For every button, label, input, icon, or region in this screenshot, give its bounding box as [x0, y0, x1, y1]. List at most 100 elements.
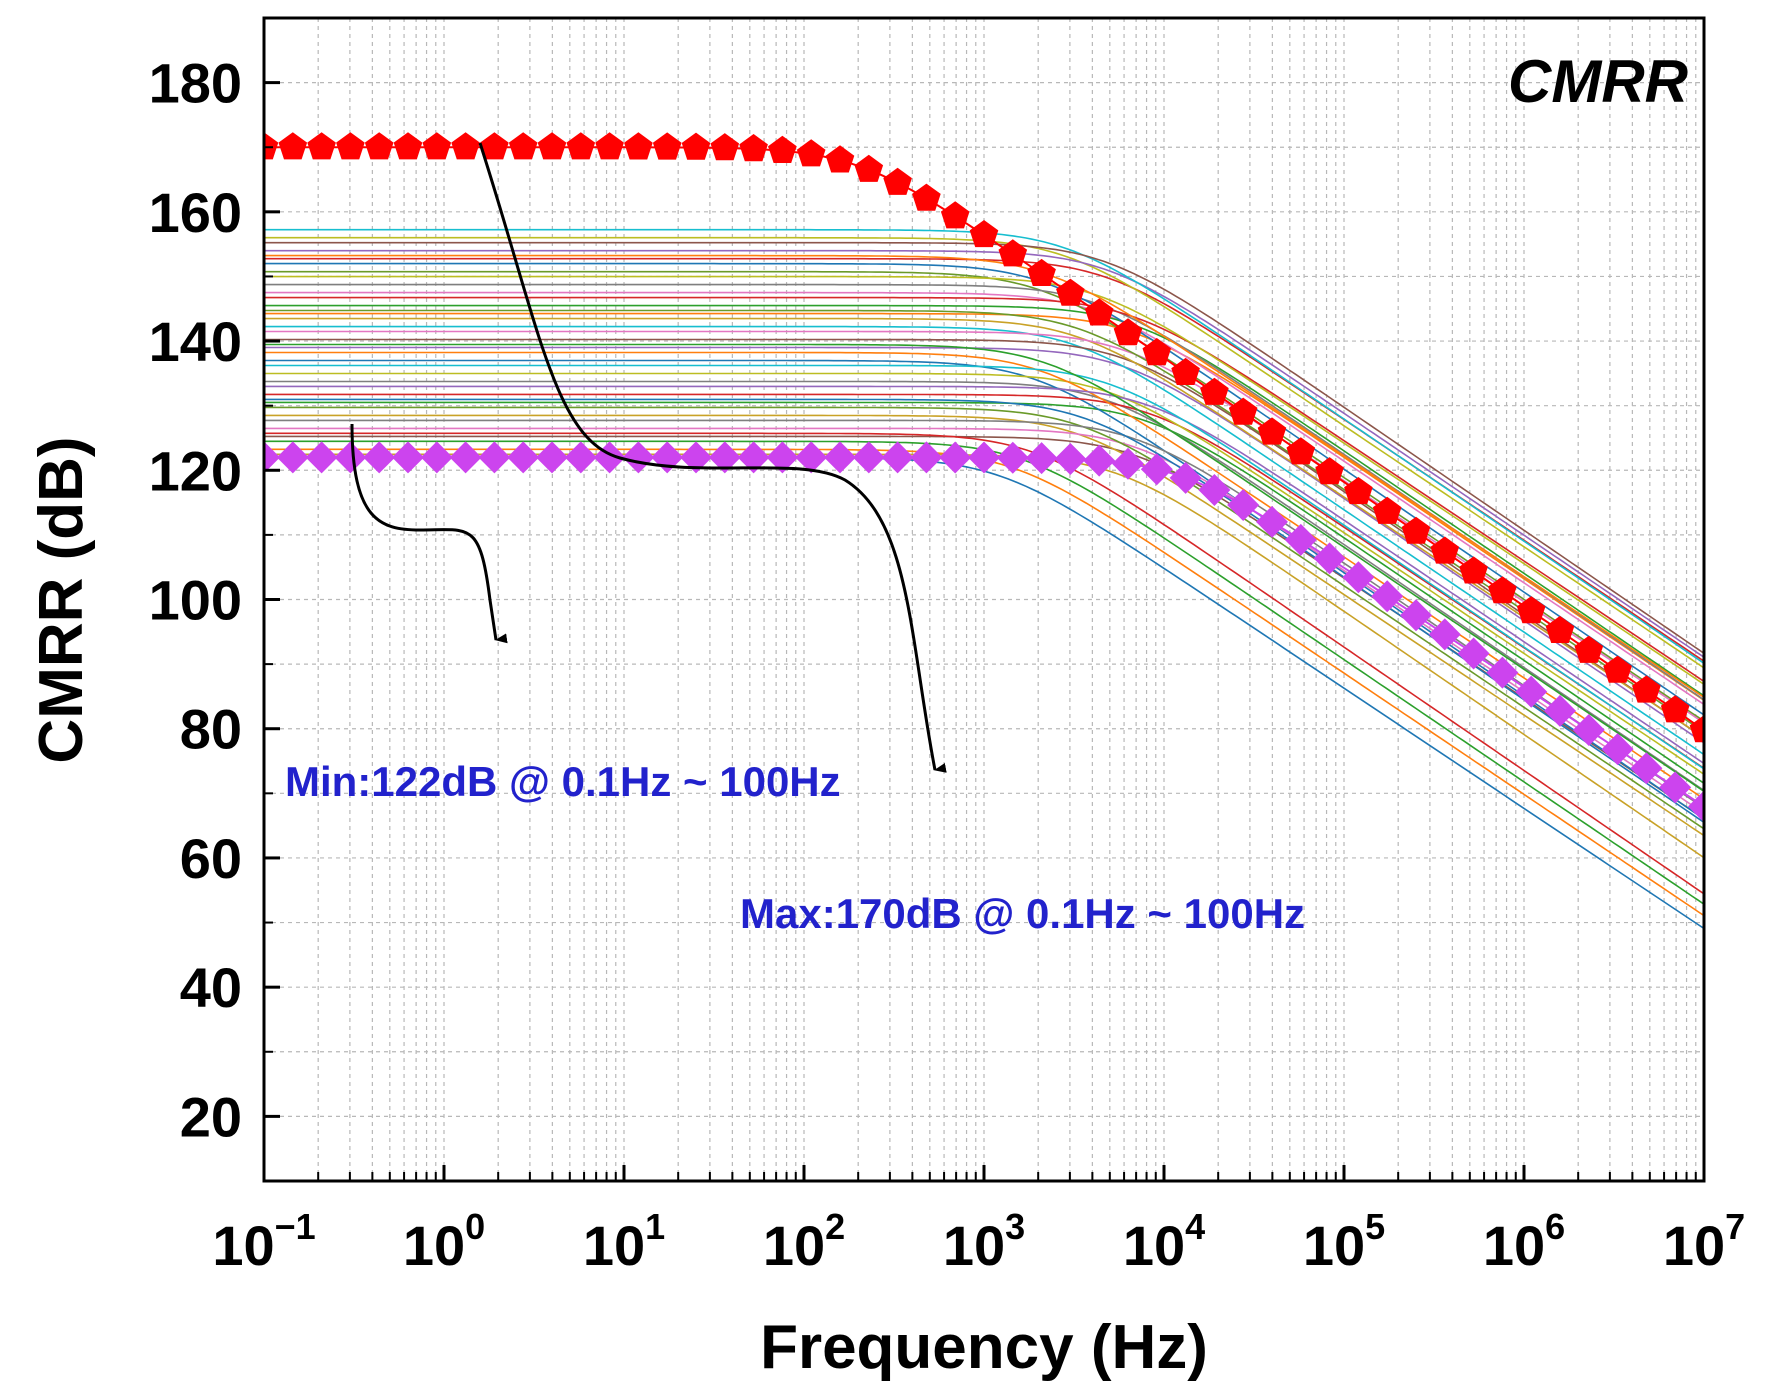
series-max-point	[480, 132, 509, 160]
series-min-point	[1342, 561, 1375, 594]
series-max-point	[1113, 318, 1143, 346]
background-curve	[264, 385, 1704, 765]
series-max-point	[969, 220, 999, 248]
x-tick-exponent: 1	[645, 1206, 665, 1247]
series-min-point	[910, 441, 943, 474]
series-min-point	[1198, 474, 1231, 507]
y-tick-labels: 20 40 60 80 100 120 140 160 180	[149, 52, 242, 1149]
series-min-point	[536, 441, 568, 474]
grid	[263, 17, 1704, 1182]
series-max-point	[652, 132, 682, 160]
background-curve	[264, 325, 1704, 756]
x-tick-exponent: 4	[1185, 1206, 1205, 1247]
series-min-point	[824, 441, 856, 474]
x-tick-exponent: 6	[1545, 1206, 1565, 1247]
series-min-point	[1227, 488, 1260, 521]
x-tick-exponent: 7	[1725, 1206, 1745, 1247]
y-tick-label: 80	[180, 698, 242, 761]
x-tick-label: 107	[1663, 1206, 1745, 1277]
series-max-point	[595, 132, 624, 160]
series-min-point	[1256, 505, 1288, 538]
x-tick-label: 104	[1123, 1206, 1205, 1277]
series-min-point	[1400, 599, 1432, 632]
x-tick-base: 10	[943, 1214, 1005, 1277]
series-max-point	[681, 132, 711, 160]
series-min-point	[363, 441, 396, 474]
series-max-point	[1200, 377, 1229, 405]
annotation-max: Max:170dB @ 0.1Hz ~ 100Hz	[740, 890, 1305, 937]
series-min-point	[1284, 523, 1317, 556]
x-tick-exponent: 3	[1005, 1206, 1025, 1247]
background-curve	[264, 414, 1704, 837]
series-min-point	[1169, 461, 1202, 494]
series-min-point	[939, 441, 972, 474]
background-curve	[264, 296, 1704, 683]
series-min-point	[305, 441, 338, 474]
y-tick-label: 100	[149, 569, 242, 632]
series-min-point	[334, 441, 367, 474]
x-axis-title: Frequency (Hz)	[760, 1313, 1208, 1382]
series-min-point	[1486, 656, 1519, 689]
series-max-point	[1401, 516, 1431, 544]
series-max-point	[1488, 576, 1517, 604]
series-min-point	[622, 441, 655, 474]
series-max-point	[624, 132, 653, 160]
series-max-point	[1516, 596, 1546, 624]
series-max-point	[364, 132, 394, 160]
series-min-point	[1025, 442, 1058, 475]
y-tick-label: 180	[149, 52, 242, 115]
background-curve	[264, 419, 1704, 809]
series-min-point	[392, 441, 424, 474]
series-max-point	[1689, 715, 1704, 743]
series-min-point	[478, 441, 511, 474]
axis-ticks	[262, 17, 1706, 1182]
series-max-point	[940, 201, 970, 229]
background-curve	[264, 343, 1704, 792]
series-min-point	[881, 441, 914, 474]
series-max-point	[1084, 298, 1114, 326]
series-max-point	[1171, 357, 1200, 385]
series-min-point	[968, 441, 1000, 474]
series-min-point	[1140, 453, 1173, 486]
series-min-point	[507, 441, 540, 474]
x-tick-base: 10	[583, 1214, 645, 1277]
y-tick-label: 140	[149, 310, 242, 373]
series-min-point	[564, 441, 597, 474]
series-min-point	[449, 441, 482, 474]
background-curve	[264, 380, 1704, 792]
series-max-point	[825, 145, 855, 173]
series-max-point	[796, 139, 826, 167]
series-max-point	[1632, 675, 1661, 703]
series-max-point	[393, 132, 423, 160]
series-min-point	[1688, 790, 1704, 823]
annotation-min: Min:122dB @ 0.1Hz ~ 100Hz	[285, 758, 841, 805]
series-min-point	[737, 441, 770, 474]
series-max-point	[264, 132, 279, 160]
x-tick-base: 10	[212, 1214, 274, 1277]
arrow-max	[478, 142, 947, 773]
x-tick-label: 103	[943, 1206, 1025, 1277]
series-max-point	[1430, 536, 1460, 564]
series-min-point	[1428, 618, 1461, 651]
series-min-point	[1371, 580, 1404, 613]
series-max-point	[854, 154, 884, 182]
series-max-point	[1228, 397, 1258, 425]
x-tick-base: 10	[763, 1214, 825, 1277]
series-min-point	[766, 441, 799, 474]
x-tick-base: 10	[1483, 1214, 1545, 1277]
background-curve	[264, 254, 1704, 698]
series-max-point	[1372, 496, 1402, 524]
series-max-point	[451, 132, 480, 160]
background-curve	[264, 275, 1704, 685]
series-max-point	[1459, 556, 1488, 584]
series-max-point	[1027, 258, 1056, 286]
series-max-point	[1142, 338, 1172, 366]
series-max-point	[336, 132, 365, 160]
series-min-point	[708, 441, 741, 474]
series-min-point	[276, 441, 309, 474]
series-min-point	[1054, 442, 1087, 475]
x-tick-labels: 10−1 100 101 102 103 104 105 106 107	[212, 1206, 1745, 1277]
series-min-point	[1572, 713, 1605, 746]
x-tick-base: 10	[1123, 1214, 1185, 1277]
